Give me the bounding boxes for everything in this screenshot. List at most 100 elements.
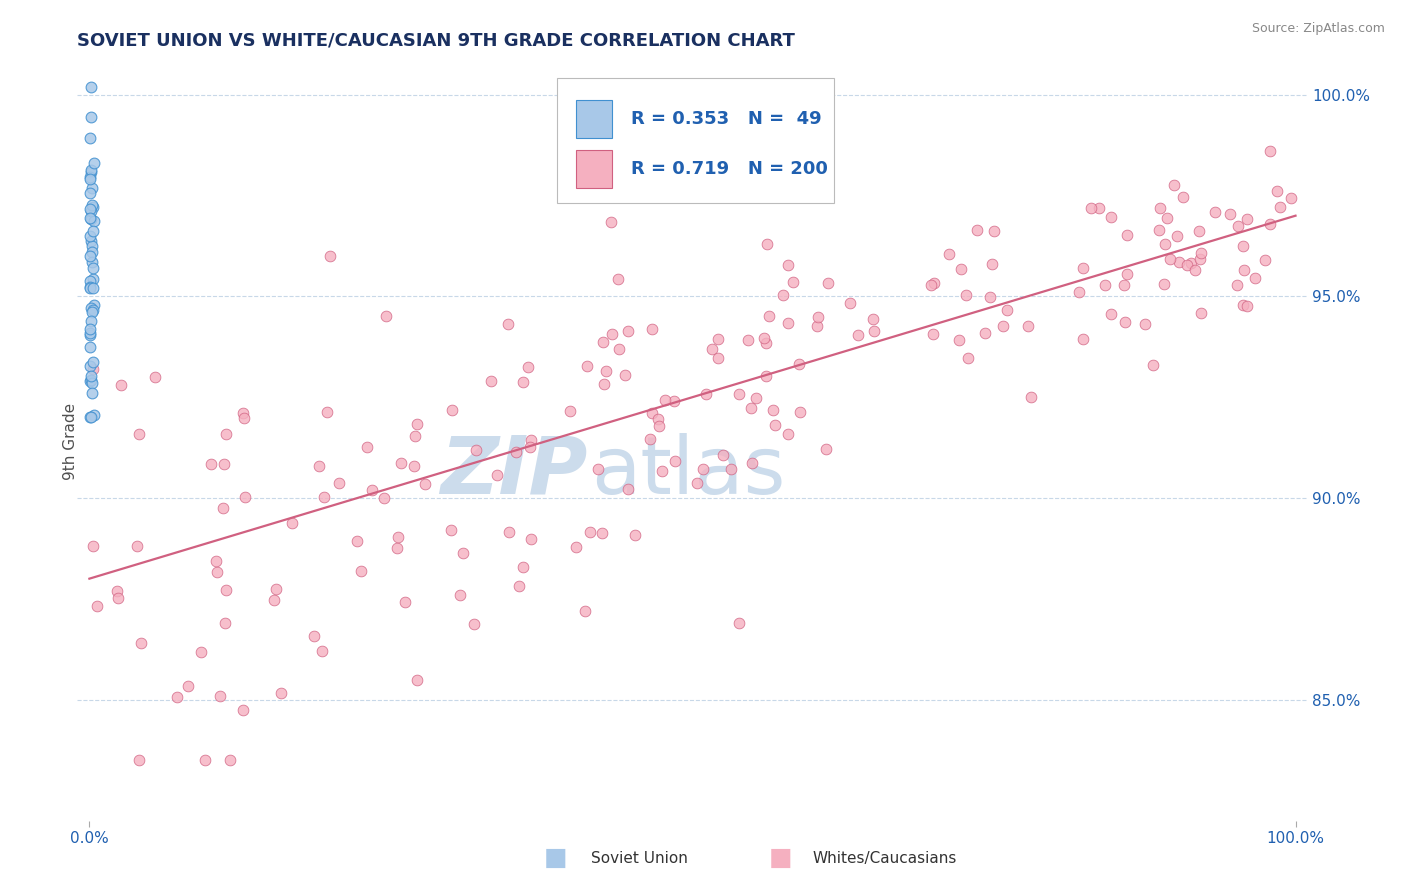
- Point: [264, 582, 287, 596]
- Point: [232, 411, 254, 425]
- Point: [776, 426, 799, 441]
- Point: [1189, 306, 1212, 320]
- Point: [215, 582, 238, 597]
- Point: [983, 224, 1005, 238]
- Point: [79, 229, 101, 244]
- Point: [302, 629, 325, 643]
- Point: [782, 275, 804, 289]
- Point: [1189, 252, 1212, 266]
- Point: [83, 214, 105, 228]
- Point: [79, 281, 101, 295]
- Point: [1149, 201, 1171, 215]
- Point: [270, 686, 292, 700]
- Point: [200, 457, 222, 471]
- Point: [1232, 239, 1254, 253]
- Point: [1188, 224, 1211, 238]
- Point: [80, 314, 103, 328]
- Point: [128, 426, 150, 441]
- Point: [451, 546, 474, 560]
- Point: [350, 564, 373, 578]
- Point: [685, 476, 707, 491]
- Point: [607, 342, 630, 356]
- Point: [640, 432, 662, 446]
- Point: [772, 287, 794, 301]
- Point: [79, 202, 101, 216]
- Point: [1226, 277, 1249, 292]
- Point: [995, 303, 1018, 318]
- Point: [80, 376, 103, 391]
- Point: [920, 278, 942, 293]
- Point: [166, 690, 188, 705]
- Point: [80, 304, 103, 318]
- Point: [110, 377, 132, 392]
- Point: [787, 357, 810, 371]
- Point: [82, 200, 104, 214]
- Point: [86, 599, 108, 614]
- Point: [79, 131, 101, 145]
- Point: [80, 301, 103, 315]
- Point: [375, 309, 398, 323]
- Point: [232, 703, 254, 717]
- Point: [212, 457, 235, 471]
- Point: [80, 385, 103, 400]
- Point: [394, 595, 416, 609]
- Point: [512, 559, 534, 574]
- Point: [1189, 246, 1212, 260]
- Point: [1094, 278, 1116, 293]
- Point: [955, 287, 977, 301]
- Point: [922, 276, 945, 290]
- Point: [80, 165, 103, 179]
- Point: [404, 429, 426, 443]
- Text: SOVIET UNION VS WHITE/CAUCASIAN 9TH GRADE CORRELATION CHART: SOVIET UNION VS WHITE/CAUCASIAN 9TH GRAD…: [77, 32, 796, 50]
- Point: [1226, 219, 1249, 233]
- Point: [519, 440, 541, 454]
- Point: [176, 679, 198, 693]
- Point: [232, 406, 254, 420]
- Point: [80, 163, 103, 178]
- Point: [641, 406, 664, 420]
- Point: [1204, 204, 1226, 219]
- Point: [356, 441, 378, 455]
- Point: [817, 277, 839, 291]
- Point: [207, 566, 229, 580]
- Point: [695, 387, 717, 401]
- Point: [79, 275, 101, 289]
- Point: [280, 516, 302, 530]
- Point: [312, 491, 335, 505]
- Point: [496, 318, 519, 332]
- Point: [950, 261, 973, 276]
- Point: [1163, 178, 1185, 193]
- Point: [737, 333, 759, 347]
- Point: [80, 212, 103, 227]
- Point: [360, 483, 382, 497]
- Point: [373, 491, 395, 506]
- Point: [595, 364, 617, 378]
- Point: [1279, 191, 1302, 205]
- Point: [385, 541, 408, 555]
- Point: [82, 355, 104, 369]
- Point: [80, 239, 103, 253]
- FancyBboxPatch shape: [575, 150, 613, 187]
- Point: [839, 295, 862, 310]
- Point: [1112, 277, 1135, 292]
- Point: [1159, 252, 1181, 266]
- Point: [807, 310, 830, 324]
- Point: [980, 257, 1002, 271]
- Point: [1114, 315, 1136, 329]
- Point: [1115, 228, 1137, 243]
- Text: ■: ■: [544, 847, 567, 870]
- Point: [740, 401, 762, 415]
- Point: [991, 319, 1014, 334]
- Point: [1173, 190, 1195, 204]
- Point: [641, 322, 664, 336]
- Point: [79, 374, 101, 388]
- Point: [406, 417, 429, 432]
- Point: [79, 172, 101, 186]
- Point: [1236, 212, 1258, 227]
- Point: [128, 753, 150, 767]
- Text: Source: ZipAtlas.com: Source: ZipAtlas.com: [1251, 22, 1385, 36]
- Point: [1258, 217, 1281, 231]
- Point: [948, 333, 970, 347]
- Point: [512, 376, 534, 390]
- Point: [82, 281, 104, 295]
